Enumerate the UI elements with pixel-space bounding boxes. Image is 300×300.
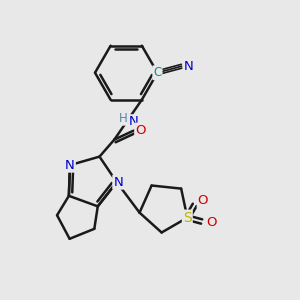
Text: S: S: [183, 211, 192, 225]
Text: O: O: [207, 216, 217, 229]
Text: N: N: [113, 176, 123, 189]
Text: O: O: [135, 124, 146, 137]
Text: N: N: [129, 115, 138, 128]
Text: N: N: [65, 159, 75, 172]
Text: N: N: [184, 60, 193, 73]
Text: C: C: [153, 66, 162, 79]
Text: H: H: [119, 112, 128, 125]
Text: O: O: [198, 194, 208, 207]
